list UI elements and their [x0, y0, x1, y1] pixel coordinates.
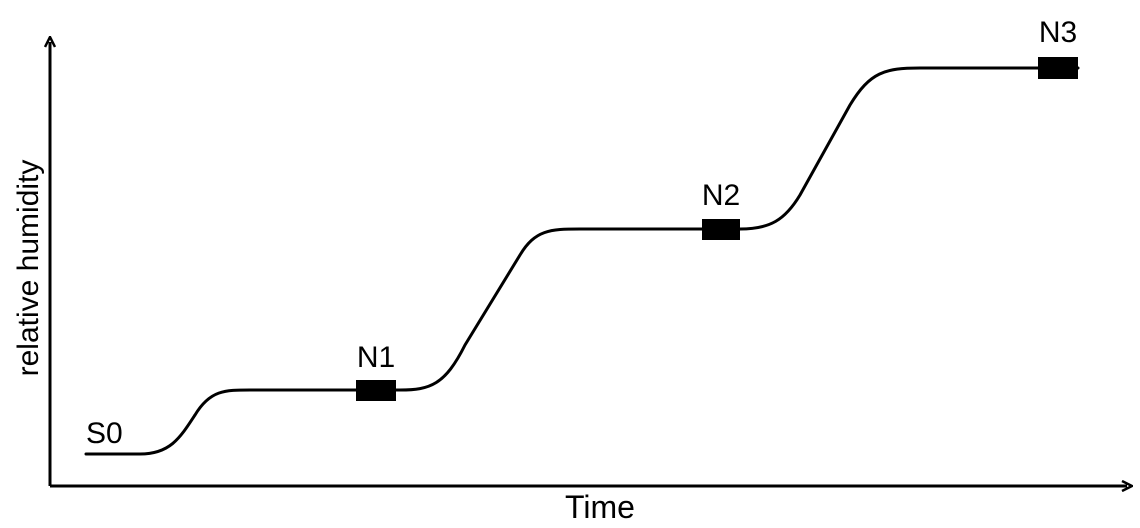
- stage-label-n2: N2: [702, 179, 740, 212]
- stage-label-n1: N1: [357, 341, 395, 374]
- y-axis-label: relative humidity: [12, 160, 45, 377]
- x-axis-label: Time: [565, 489, 635, 523]
- start-label: S0: [86, 417, 123, 450]
- marker-n2: [702, 219, 740, 240]
- humidity-curve: [84, 66, 1080, 456]
- stage-label-n3: N3: [1039, 16, 1077, 49]
- marker-n1: [356, 380, 396, 401]
- marker-n3: [1038, 57, 1078, 79]
